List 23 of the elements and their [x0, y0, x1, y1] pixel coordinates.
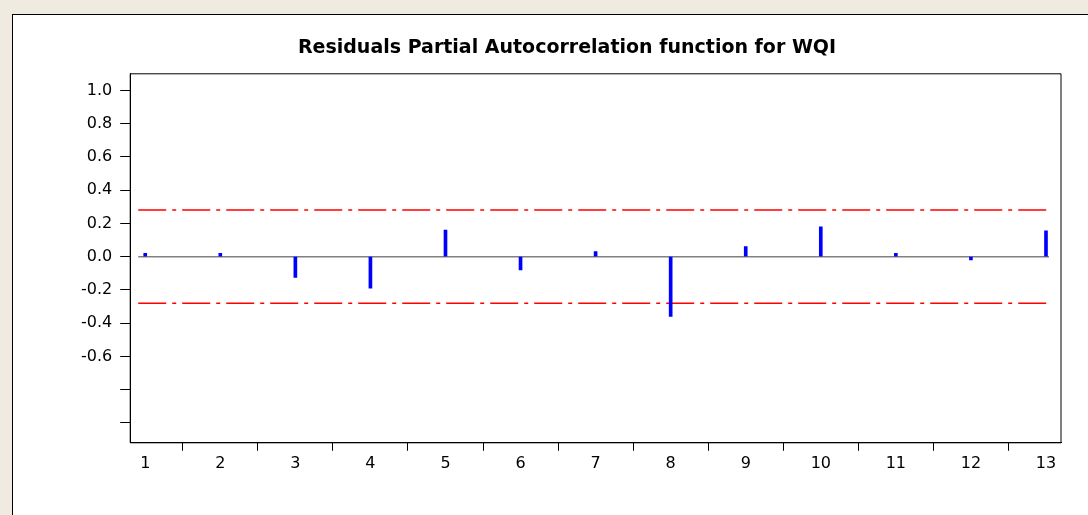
y-tick-label: 0.6: [86, 146, 113, 166]
x-tick-label: 3: [290, 452, 301, 472]
x-tick-label: 6: [515, 452, 526, 472]
x-tick-label: 11: [885, 452, 907, 472]
x-tick-label: 9: [740, 452, 751, 472]
x-tick-label: 8: [665, 452, 676, 472]
y-tick-label: -0.4: [81, 312, 113, 332]
y-tick-label: 0.2: [86, 212, 113, 232]
x-tick-label: 5: [440, 452, 451, 472]
y-tick-label: 0.8: [86, 112, 113, 132]
y-tick-label: 0.4: [86, 179, 113, 199]
x-tick-label: 7: [590, 452, 601, 472]
x-tick-label: 12: [960, 452, 982, 472]
x-tick-label: 4: [365, 452, 376, 472]
x-tick-label: 13: [1035, 452, 1057, 472]
x-tick-label: 1: [140, 452, 151, 472]
y-tick-label: -0.2: [81, 279, 113, 299]
y-tick-label: -0.6: [81, 345, 113, 365]
y-tick-label: 1.0: [86, 79, 113, 99]
y-tick-label: 0.0: [86, 245, 113, 265]
x-tick-label: 10: [810, 452, 831, 472]
x-tick-label: 2: [215, 452, 226, 472]
chart-title: Residuals Partial Autocorrelation function for WQI: [297, 35, 837, 58]
